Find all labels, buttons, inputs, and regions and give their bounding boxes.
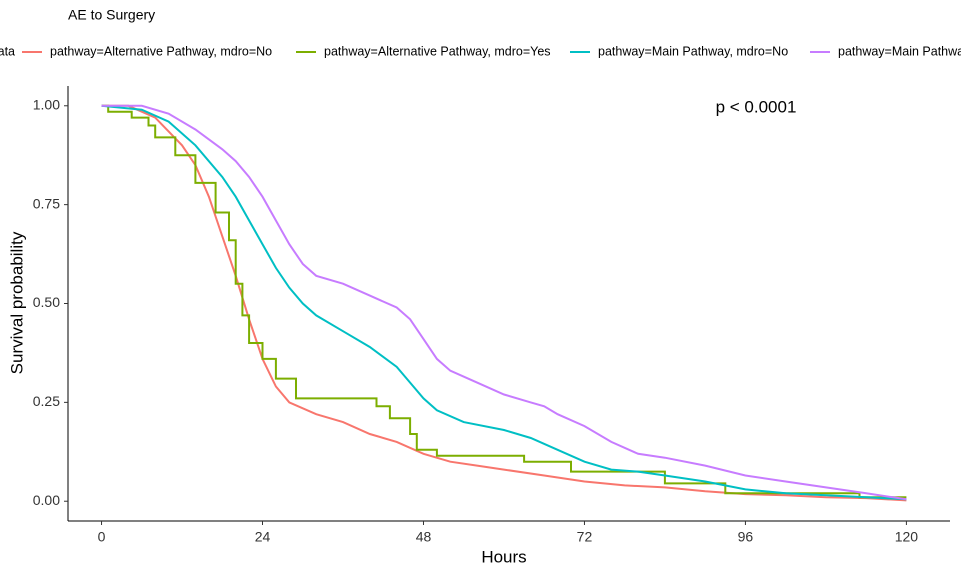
legend-label: pathway=Main Pathway, mdro=Yes [838,44,961,58]
x-tick-label: 48 [416,529,432,545]
y-tick-label: 0.75 [33,195,60,211]
annotation: p < 0.0001 [716,97,797,116]
y-tick-label: 0.00 [33,492,60,508]
x-tick-label: 72 [577,529,593,545]
chart-title: AE to Surgery [68,7,155,23]
legend-title: Strata [0,44,15,58]
y-tick-label: 0.50 [33,294,60,310]
y-tick-label: 1.00 [33,96,60,112]
x-tick-label: 96 [738,529,754,545]
survival-curve [101,104,907,502]
y-tick-label: 0.25 [33,393,60,409]
survival-curve [101,104,907,501]
y-axis-label: Survival probability [7,231,26,374]
legend-label: pathway=Alternative Pathway, mdro=Yes [324,44,551,58]
survival-curve [101,104,907,501]
legend-label: pathway=Main Pathway, mdro=No [598,44,788,58]
x-axis-label: Hours [481,547,526,566]
legend-label: pathway=Alternative Pathway, mdro=No [50,44,272,58]
x-tick-label: 0 [98,529,106,545]
x-tick-label: 24 [255,529,271,545]
survival-curve [101,104,907,499]
x-tick-label: 120 [895,529,919,545]
